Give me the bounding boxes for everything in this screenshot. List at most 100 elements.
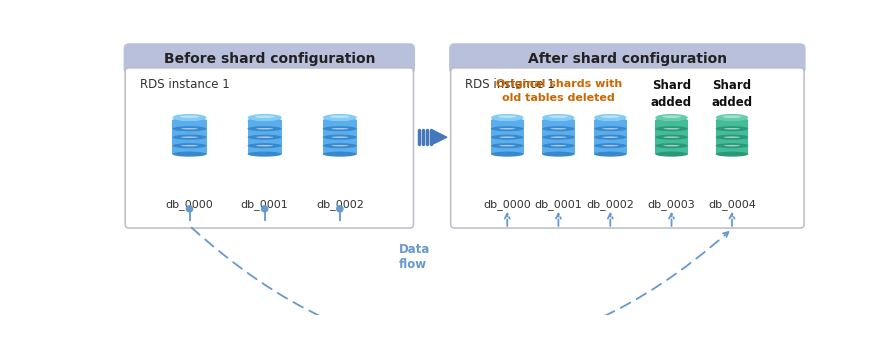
Ellipse shape (542, 135, 574, 140)
Ellipse shape (499, 145, 515, 147)
Ellipse shape (172, 118, 207, 123)
Ellipse shape (724, 136, 740, 138)
Polygon shape (594, 145, 626, 154)
Ellipse shape (247, 126, 281, 131)
Ellipse shape (601, 115, 620, 118)
Ellipse shape (716, 143, 748, 148)
Ellipse shape (716, 143, 748, 148)
Ellipse shape (594, 126, 626, 131)
Ellipse shape (602, 128, 618, 130)
Ellipse shape (549, 115, 568, 118)
Polygon shape (491, 129, 523, 137)
Ellipse shape (655, 114, 688, 121)
Ellipse shape (172, 135, 207, 140)
Ellipse shape (323, 135, 357, 140)
Ellipse shape (323, 114, 357, 121)
FancyArrowPatch shape (192, 228, 728, 350)
Ellipse shape (491, 135, 523, 140)
Text: db_0000: db_0000 (166, 200, 213, 211)
Ellipse shape (491, 118, 523, 123)
Ellipse shape (594, 152, 626, 157)
Ellipse shape (716, 135, 748, 140)
Polygon shape (491, 145, 523, 154)
Ellipse shape (172, 126, 207, 131)
Ellipse shape (247, 118, 281, 123)
Ellipse shape (663, 136, 680, 138)
Ellipse shape (172, 126, 207, 131)
Text: Shard
added: Shard added (651, 79, 692, 109)
Ellipse shape (655, 126, 688, 131)
Ellipse shape (542, 143, 574, 148)
Ellipse shape (247, 114, 281, 121)
Ellipse shape (662, 115, 681, 118)
Text: db_0000: db_0000 (483, 200, 531, 211)
FancyBboxPatch shape (124, 43, 415, 74)
Ellipse shape (181, 128, 198, 130)
Polygon shape (542, 137, 574, 145)
Ellipse shape (323, 152, 357, 157)
Ellipse shape (330, 115, 349, 118)
Ellipse shape (594, 114, 626, 121)
FancyBboxPatch shape (125, 68, 413, 228)
Ellipse shape (499, 128, 515, 130)
Ellipse shape (716, 118, 748, 123)
Ellipse shape (323, 118, 357, 123)
Ellipse shape (172, 114, 207, 121)
Ellipse shape (181, 136, 198, 138)
Ellipse shape (491, 143, 523, 148)
Ellipse shape (724, 145, 740, 147)
Ellipse shape (550, 120, 566, 121)
Text: RDS instance 1: RDS instance 1 (465, 78, 556, 91)
Ellipse shape (256, 128, 273, 130)
Polygon shape (323, 120, 357, 129)
Polygon shape (172, 129, 207, 137)
Ellipse shape (247, 152, 281, 157)
Polygon shape (172, 120, 207, 129)
Ellipse shape (542, 126, 574, 131)
Polygon shape (542, 145, 574, 154)
Ellipse shape (716, 152, 748, 157)
Ellipse shape (491, 114, 523, 121)
Ellipse shape (332, 128, 349, 130)
Polygon shape (491, 120, 523, 129)
Ellipse shape (254, 115, 274, 118)
Ellipse shape (602, 145, 618, 147)
Ellipse shape (498, 115, 517, 118)
Polygon shape (247, 137, 281, 145)
Ellipse shape (542, 126, 574, 131)
Polygon shape (594, 129, 626, 137)
Ellipse shape (602, 120, 618, 121)
Ellipse shape (247, 135, 281, 140)
Text: After shard configuration: After shard configuration (528, 52, 727, 65)
Polygon shape (323, 137, 357, 145)
Polygon shape (172, 145, 207, 154)
Polygon shape (716, 137, 748, 145)
Ellipse shape (602, 136, 618, 138)
Ellipse shape (542, 114, 574, 121)
FancyBboxPatch shape (449, 43, 806, 74)
Ellipse shape (172, 152, 207, 157)
Ellipse shape (323, 143, 357, 148)
Polygon shape (716, 129, 748, 137)
Polygon shape (433, 130, 447, 144)
Polygon shape (172, 137, 207, 145)
Ellipse shape (542, 143, 574, 148)
Ellipse shape (655, 152, 688, 157)
FancyBboxPatch shape (451, 68, 804, 228)
Ellipse shape (181, 145, 198, 147)
Ellipse shape (550, 145, 566, 147)
Ellipse shape (247, 143, 281, 148)
Ellipse shape (332, 120, 349, 121)
Ellipse shape (542, 152, 574, 157)
Polygon shape (247, 145, 281, 154)
Ellipse shape (716, 135, 748, 140)
Ellipse shape (655, 135, 688, 140)
Ellipse shape (323, 126, 357, 131)
Ellipse shape (247, 135, 281, 140)
Ellipse shape (247, 143, 281, 148)
Polygon shape (247, 120, 281, 129)
Ellipse shape (180, 115, 199, 118)
Circle shape (337, 206, 343, 212)
Ellipse shape (542, 118, 574, 123)
Ellipse shape (323, 126, 357, 131)
